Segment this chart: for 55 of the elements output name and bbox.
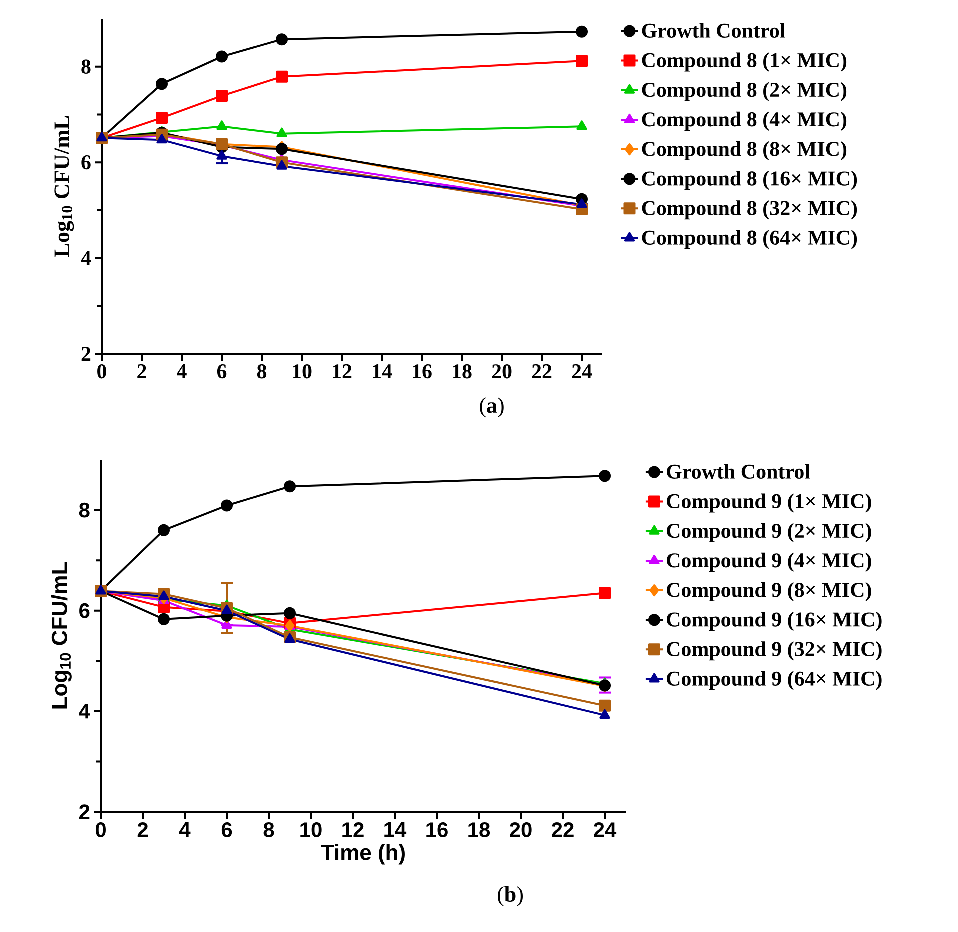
x-tick-label: 22 [532,364,552,378]
legend-label: Compound 8 (1× MIC) [642,52,847,72]
y-tick-label: 4 [79,704,90,719]
x-tick-label: 10 [300,822,322,838]
legend-label: Compound 8 (2× MIC) [642,82,847,102]
y-tick-label: 2 [80,804,90,820]
x-tick-label: 0 [98,364,106,379]
x-tick-label: 4 [179,822,191,837]
x-tick-label: 8 [264,822,274,838]
legend-label: Compound 8 (32× MIC) [642,200,858,220]
legend-label: Compound 9 (1× MIC) [667,494,872,513]
x-tick-label: 14 [384,822,407,837]
y-tick-label: 8 [79,502,90,518]
x-tick-label: 18 [453,364,472,379]
x-tick-label: 6 [217,364,227,379]
x-tick-label: 2 [138,822,148,838]
x-tick-label: 16 [413,364,432,379]
x-tick-label: 18 [468,822,490,838]
legend-label: Compound 8 (8× MIC) [642,141,847,161]
legend-label: Compound 8 (4× MIC) [642,112,847,131]
y-tick-label: 8 [82,60,91,74]
text: (a) [480,398,504,418]
x-tick-label: 20 [510,822,532,838]
y-tick-label: 2 [82,347,91,361]
legend-label: Compound 9 (64× MIC) [667,671,882,690]
x-tick-label: 8 [257,364,267,379]
legend-label: Compound 8 (64× MIC) [642,230,858,250]
x-tick-label: 24 [594,822,617,838]
y-tick-label: 4 [81,251,92,266]
x-tick-label: 16 [426,822,448,838]
y-axis-title: Log$_{10}$ CFU/mL [54,116,74,258]
x-tick-label: 10 [293,364,312,379]
y-tick-label: 6 [82,156,91,170]
x-tick-label: 6 [222,822,232,838]
y-tick-label: 6 [80,603,90,618]
x-tick-label: 0 [96,822,106,838]
x-axis-title: Time (h) [321,844,405,865]
y-axis-title: Log$_{10}$ CFU/mL [51,562,72,709]
x-tick-label: 22 [552,822,574,838]
legend-label: Compound 9 (32× MIC) [667,642,882,661]
x-tick-label: 24 [572,364,592,378]
text: (b) [498,886,523,906]
legend-label: Compound 9 (4× MIC) [667,552,872,572]
legend-label: Compound 9 (16× MIC) [667,612,882,632]
x-tick-label: 2 [138,364,146,378]
x-tick-label: 4 [177,364,187,378]
legend-label: Compound 9 (2× MIC) [667,523,872,542]
x-tick-label: 14 [373,364,392,378]
legend-label: Compound 8 (16× MIC) [642,171,858,190]
legend-label: Growth Control [667,464,810,479]
legend-label: Growth Control [642,23,786,38]
x-tick-label: 20 [492,364,512,379]
x-tick-label: 12 [342,822,364,838]
legend-label: Compound 9 (8× MIC) [667,582,872,602]
x-tick-label: 12 [333,364,352,378]
